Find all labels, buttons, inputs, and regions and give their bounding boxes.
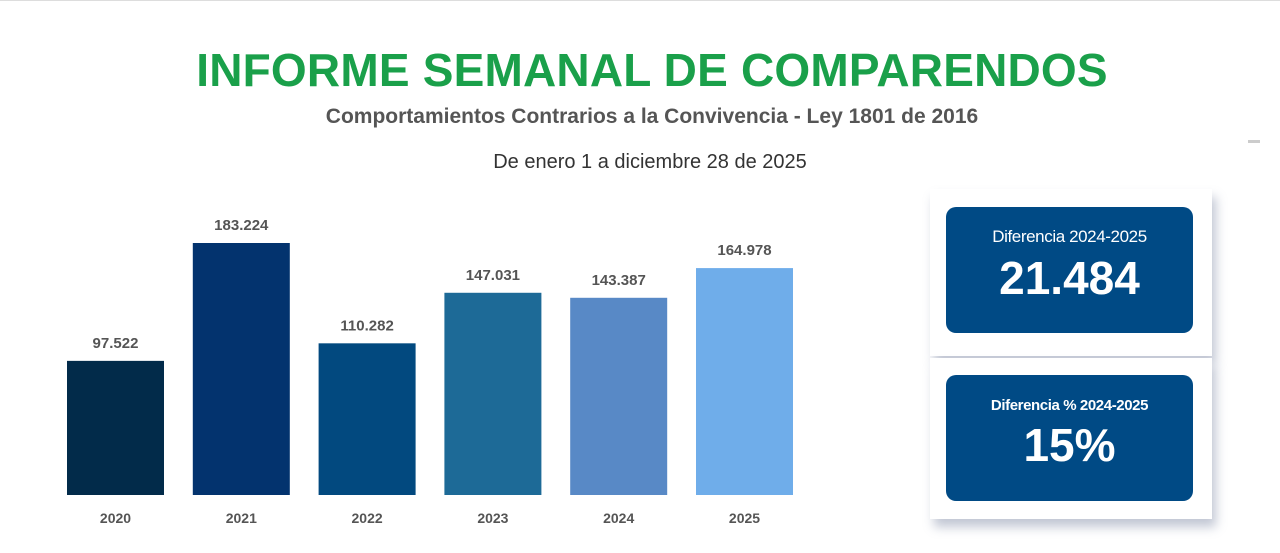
- bar-2022: [318, 343, 416, 495]
- divider-mark: [1248, 140, 1260, 143]
- bar-chart: 97.522 2020 183.224 2021 110.282 2022 147.031 2…: [67, 217, 793, 526]
- x-tick-label: 2021: [226, 510, 257, 526]
- report-title: INFORME SEMANAL DE COMPARENDOS: [196, 44, 1108, 96]
- x-tick-label: 2020: [100, 510, 131, 526]
- x-tick-label: 2023: [477, 510, 508, 526]
- data-label: 97.522: [93, 335, 139, 352]
- x-tick-label: 2022: [352, 510, 383, 526]
- data-label: 147.031: [466, 267, 520, 284]
- bar-2023: [444, 292, 542, 495]
- difference-label: Diferencia 2024-2025: [992, 227, 1147, 246]
- data-label: 110.282: [340, 317, 393, 334]
- difference-card: Diferencia 2024-2025 21.484: [946, 207, 1193, 333]
- bar-2024: [570, 297, 668, 495]
- date-range: De enero 1 a diciembre 28 de 2025: [493, 151, 807, 173]
- x-tick-label: 2024: [603, 510, 634, 526]
- percent-difference-card: Diferencia % 2024-2025 15%: [946, 375, 1193, 501]
- bar-2020: [67, 360, 164, 495]
- x-tick-label: 2025: [729, 510, 760, 526]
- data-label: 183.224: [214, 217, 269, 234]
- difference-panel: Diferencia 2024-2025 21.484: [930, 189, 1212, 356]
- percent-difference-value: 15%: [1023, 419, 1116, 471]
- report-subtitle: Comportamientos Contrarios a la Conviven…: [325, 105, 979, 128]
- percent-difference-panel: Diferencia % 2024-2025 15%: [930, 358, 1212, 519]
- data-label: 164.978: [717, 242, 771, 259]
- difference-value: 21.484: [999, 252, 1140, 304]
- bar-2025: [696, 268, 793, 495]
- bar-2021: [192, 243, 290, 495]
- data-label: 143.387: [592, 272, 646, 289]
- percent-difference-label: Diferencia % 2024-2025: [990, 397, 1149, 414]
